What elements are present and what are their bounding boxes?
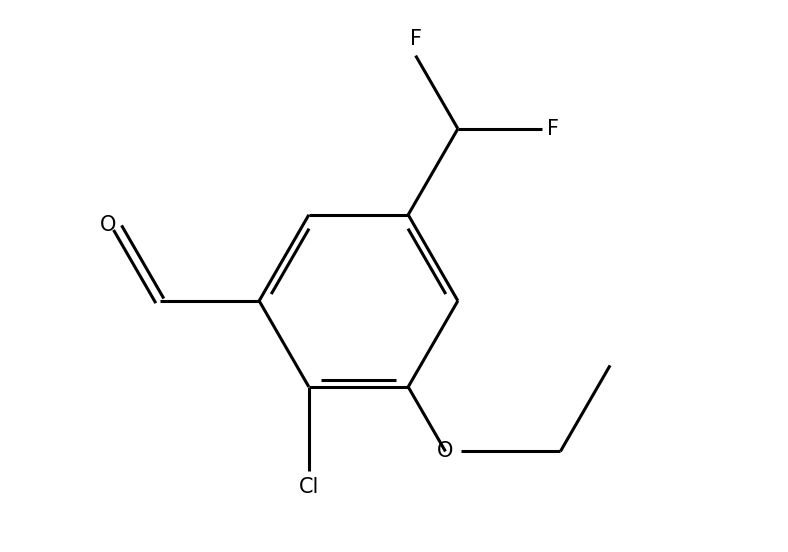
Text: O: O (99, 215, 116, 235)
Text: O: O (437, 442, 454, 461)
Text: F: F (410, 29, 422, 49)
Text: Cl: Cl (299, 477, 319, 497)
Text: F: F (548, 119, 559, 139)
